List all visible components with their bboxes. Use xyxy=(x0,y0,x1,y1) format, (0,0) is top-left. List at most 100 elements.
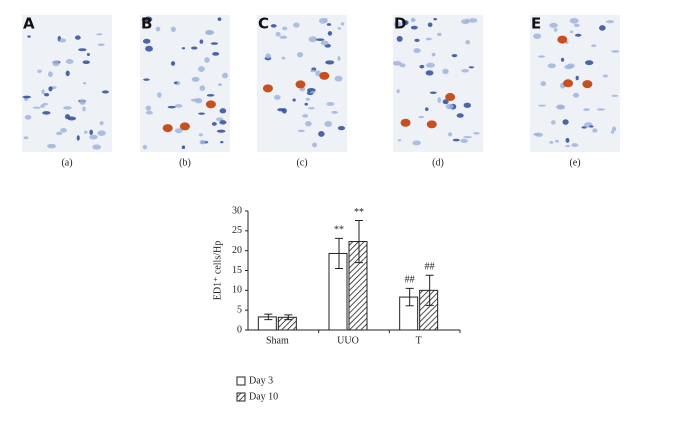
micrograph xyxy=(22,15,112,152)
cell xyxy=(24,114,32,120)
x-tick-label: UUO xyxy=(337,335,359,346)
bar xyxy=(419,289,439,331)
cell xyxy=(145,105,152,111)
cell xyxy=(274,94,281,100)
cell xyxy=(205,30,215,35)
cell xyxy=(611,94,619,97)
cell xyxy=(143,78,150,81)
cell xyxy=(572,92,580,98)
cell xyxy=(275,31,281,37)
significance-marker: ## xyxy=(425,262,435,273)
cell xyxy=(78,48,87,52)
cell xyxy=(473,131,480,135)
stained-cell xyxy=(445,93,456,102)
bar xyxy=(328,252,348,331)
cell xyxy=(327,31,333,36)
micrograph-bg xyxy=(22,15,112,152)
micrograph xyxy=(140,15,230,152)
cell xyxy=(323,18,328,23)
cell xyxy=(65,70,70,77)
cell xyxy=(304,102,309,106)
cell xyxy=(155,26,161,32)
cell xyxy=(569,17,579,24)
legend-label: Day 10 xyxy=(249,391,278,402)
micrograph-bg xyxy=(393,15,483,152)
cell xyxy=(293,22,300,28)
cell xyxy=(212,52,220,56)
cell xyxy=(173,81,178,84)
panel-letter: A xyxy=(23,15,35,33)
cell xyxy=(325,60,335,65)
cell xyxy=(79,99,86,105)
cell xyxy=(337,27,342,30)
stained-cell xyxy=(295,80,306,89)
cell xyxy=(565,137,570,143)
cell xyxy=(97,130,106,136)
cell xyxy=(583,108,590,111)
cell xyxy=(92,144,101,150)
cell xyxy=(199,39,204,44)
cell xyxy=(307,107,315,110)
cell xyxy=(602,74,608,78)
cell xyxy=(48,86,53,92)
bar xyxy=(399,296,419,331)
cell xyxy=(297,129,305,133)
stained-cell xyxy=(426,120,437,129)
cell xyxy=(44,93,50,97)
y-tick-label: 20 xyxy=(232,245,242,256)
panel-caption: (e) xyxy=(569,157,580,168)
cell xyxy=(265,53,271,59)
cell xyxy=(23,136,29,140)
cell xyxy=(451,53,458,58)
cell xyxy=(549,22,558,28)
cell xyxy=(22,95,32,99)
panel-caption: (b) xyxy=(179,157,191,168)
cell xyxy=(419,64,425,69)
cell xyxy=(170,61,176,66)
cell xyxy=(533,33,542,39)
cell xyxy=(86,53,90,57)
significance-marker: ** xyxy=(354,207,364,218)
cell xyxy=(142,144,148,150)
y-tick-label: 15 xyxy=(232,265,242,276)
cell xyxy=(565,145,570,148)
cell xyxy=(540,81,547,87)
cell xyxy=(460,138,468,144)
cell xyxy=(217,17,222,21)
cell xyxy=(429,91,437,95)
cell xyxy=(591,44,597,47)
legend-swatch xyxy=(236,392,246,402)
cell xyxy=(605,20,615,24)
cell xyxy=(425,37,432,41)
cell xyxy=(442,68,449,75)
cell xyxy=(309,91,316,94)
cell xyxy=(316,38,325,41)
x-tick-label: Sham xyxy=(266,335,289,346)
cell xyxy=(412,140,421,146)
significance-marker: ## xyxy=(405,275,415,286)
cell xyxy=(145,45,153,52)
cell xyxy=(324,120,333,127)
bar xyxy=(257,316,277,331)
cell xyxy=(310,69,316,73)
cell xyxy=(211,122,217,126)
cell xyxy=(279,35,288,39)
cell xyxy=(199,85,206,91)
cell xyxy=(589,125,594,128)
cell xyxy=(399,63,406,68)
cell xyxy=(340,22,345,26)
cell xyxy=(281,56,286,60)
cell xyxy=(65,58,74,64)
cell xyxy=(551,120,556,125)
panel-caption: (c) xyxy=(296,157,307,168)
stained-cell xyxy=(582,80,593,89)
cell xyxy=(181,47,186,50)
cell xyxy=(547,63,556,69)
cell xyxy=(308,36,318,43)
cell xyxy=(418,115,425,119)
cell xyxy=(337,125,345,131)
cell xyxy=(431,52,436,57)
cell xyxy=(198,112,205,115)
